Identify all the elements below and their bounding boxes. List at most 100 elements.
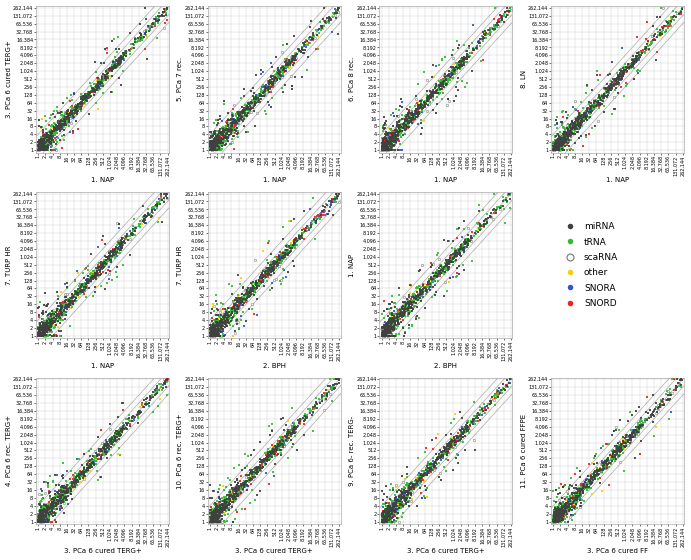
Point	[390, 500, 401, 508]
Point	[299, 40, 310, 49]
Point	[387, 315, 398, 324]
Point	[98, 261, 109, 270]
Point	[435, 76, 446, 85]
Point	[549, 514, 560, 522]
Point	[379, 146, 390, 155]
Point	[208, 329, 219, 338]
Point	[254, 90, 265, 99]
Point	[625, 59, 636, 68]
Point	[444, 440, 455, 449]
Point	[213, 146, 224, 155]
Point	[44, 319, 55, 328]
Point	[269, 72, 281, 81]
Point	[116, 422, 127, 431]
Point	[52, 332, 63, 340]
Point	[392, 128, 404, 137]
Point	[389, 316, 400, 325]
Point	[57, 119, 68, 128]
Point	[322, 381, 333, 390]
Point	[243, 100, 254, 109]
Point	[105, 434, 116, 443]
Point	[450, 248, 461, 256]
Point	[68, 477, 79, 486]
Point	[50, 493, 61, 502]
Point	[274, 71, 285, 80]
Point	[137, 401, 148, 410]
Point	[206, 332, 217, 340]
Point	[548, 145, 559, 154]
Point	[219, 137, 230, 146]
Point	[381, 146, 392, 155]
Point	[416, 470, 427, 479]
Point	[35, 142, 46, 151]
Point	[390, 501, 401, 510]
Point	[207, 142, 218, 151]
Point	[378, 511, 389, 520]
Point	[218, 332, 229, 340]
Point	[440, 259, 451, 268]
Point	[385, 325, 396, 334]
Point	[237, 107, 248, 116]
Point	[130, 38, 141, 47]
Point	[209, 146, 220, 155]
Point	[451, 249, 462, 258]
Point	[398, 501, 409, 510]
Point	[377, 515, 388, 524]
Point	[207, 517, 218, 526]
Point	[327, 386, 338, 395]
Point	[378, 329, 389, 338]
Point	[85, 274, 96, 283]
Point	[549, 141, 560, 150]
Point	[384, 332, 395, 340]
Point	[583, 459, 594, 468]
Point	[33, 513, 44, 522]
Point	[406, 496, 417, 505]
Point	[377, 141, 388, 150]
Point	[55, 119, 66, 128]
Point	[551, 517, 562, 526]
Point	[52, 102, 63, 111]
Point	[571, 493, 582, 502]
Point	[386, 319, 397, 328]
Point	[632, 53, 643, 62]
Point	[274, 67, 285, 76]
Point	[108, 246, 119, 255]
Point	[406, 281, 417, 290]
Point	[208, 327, 219, 336]
Point	[459, 242, 470, 251]
Point	[272, 443, 283, 452]
Point	[446, 441, 457, 450]
Point	[88, 272, 99, 281]
Point	[272, 449, 283, 458]
Point	[103, 68, 114, 77]
Point	[563, 130, 574, 139]
Point	[77, 91, 88, 100]
Point	[104, 440, 115, 449]
Point	[210, 314, 221, 323]
Point	[448, 64, 460, 73]
Point	[221, 500, 232, 508]
Point	[404, 488, 415, 497]
Point	[66, 294, 77, 303]
Point	[504, 194, 515, 203]
Point	[584, 483, 595, 492]
Point	[214, 133, 225, 142]
Point	[561, 129, 572, 138]
Point	[579, 110, 590, 119]
Point	[85, 276, 96, 284]
Point	[258, 68, 269, 77]
Point	[495, 203, 506, 212]
Point	[209, 142, 220, 151]
Point	[44, 512, 55, 521]
Point	[587, 477, 598, 486]
Point	[125, 416, 136, 425]
Point	[57, 302, 68, 311]
Point	[34, 329, 45, 338]
Point	[205, 327, 216, 336]
Point	[462, 239, 473, 248]
Point	[404, 480, 415, 489]
Point	[431, 100, 442, 109]
Point	[413, 108, 424, 116]
Point	[287, 52, 299, 60]
Point	[227, 496, 238, 505]
